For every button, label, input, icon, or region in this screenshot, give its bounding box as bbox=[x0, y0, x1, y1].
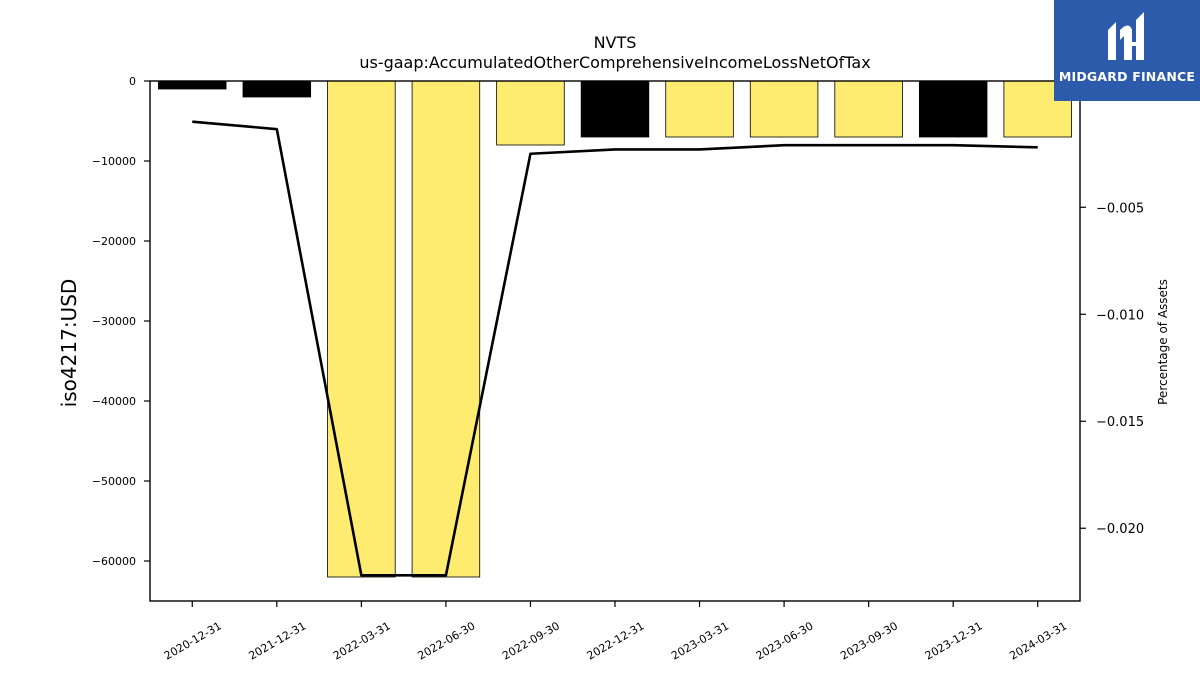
y-tick-label: 0 bbox=[129, 75, 136, 88]
bar-2020-12-31 bbox=[158, 80, 227, 90]
bar-2022-09-30 bbox=[496, 80, 565, 146]
x-tick-label: 2020-12-31 bbox=[162, 619, 224, 662]
x-tick-label: 2021-12-31 bbox=[246, 619, 308, 662]
brand-logo: MIDGARD FINANCE bbox=[1054, 0, 1200, 101]
chart-title: NVTS bbox=[594, 33, 637, 52]
y-right-tick-label: −0.020 bbox=[1096, 522, 1144, 537]
y-tick-label: −10000 bbox=[92, 155, 136, 168]
y-tick-label: −60000 bbox=[92, 555, 136, 568]
y-right-tick-label: −0.010 bbox=[1096, 308, 1144, 323]
y-tick-label: −40000 bbox=[92, 395, 136, 408]
y-tick-label: −50000 bbox=[92, 475, 136, 488]
axes: 0 −10000 −20000 −30000 −40000 −50000 −60000 −0.… bbox=[92, 75, 1144, 663]
midgard-logo-icon bbox=[1108, 12, 1144, 60]
y-tick-label: −30000 bbox=[92, 315, 136, 328]
bars-group bbox=[158, 80, 1072, 578]
x-tick-label: 2022-12-31 bbox=[585, 619, 647, 662]
brand-name: MIDGARD FINANCE bbox=[1058, 69, 1196, 84]
x-tick-label: 2023-06-30 bbox=[754, 619, 816, 662]
bar-2022-12-31 bbox=[580, 80, 650, 138]
plot-frame bbox=[149, 80, 1081, 602]
line-layer bbox=[192, 120, 1038, 577]
bar-2023-06-30 bbox=[749, 80, 819, 138]
x-tick-label: 2022-03-31 bbox=[331, 619, 393, 662]
x-tick-label: 2023-09-30 bbox=[838, 619, 900, 662]
y-tick-label: −20000 bbox=[92, 235, 136, 248]
chart-subtitle: us-gaap:AccumulatedOtherComprehensiveInc… bbox=[359, 53, 870, 72]
bar-2021-12-31 bbox=[242, 80, 312, 98]
bar-2023-12-31 bbox=[918, 80, 988, 138]
x-tick-label: 2023-12-31 bbox=[923, 619, 985, 662]
bar-2022-03-31 bbox=[327, 80, 396, 578]
x-tick-label: 2024-03-31 bbox=[1007, 619, 1069, 662]
y-axis-label-left: iso4217:USD bbox=[57, 279, 81, 408]
bar-2022-06-30 bbox=[411, 80, 481, 578]
y-right-tick-label: −0.015 bbox=[1096, 415, 1144, 430]
x-tick-label: 2023-03-31 bbox=[669, 619, 731, 662]
y-axis-label-right: Percentage of Assets bbox=[1156, 279, 1170, 405]
y-right-tick-label: −0.005 bbox=[1096, 201, 1144, 216]
x-tick-label: 2022-06-30 bbox=[416, 619, 478, 662]
x-tick-label: 2022-09-30 bbox=[500, 619, 562, 662]
bar-2023-09-30 bbox=[834, 80, 903, 138]
percentage-of-assets-line bbox=[192, 120, 1038, 577]
bar-2023-03-31 bbox=[665, 80, 734, 138]
